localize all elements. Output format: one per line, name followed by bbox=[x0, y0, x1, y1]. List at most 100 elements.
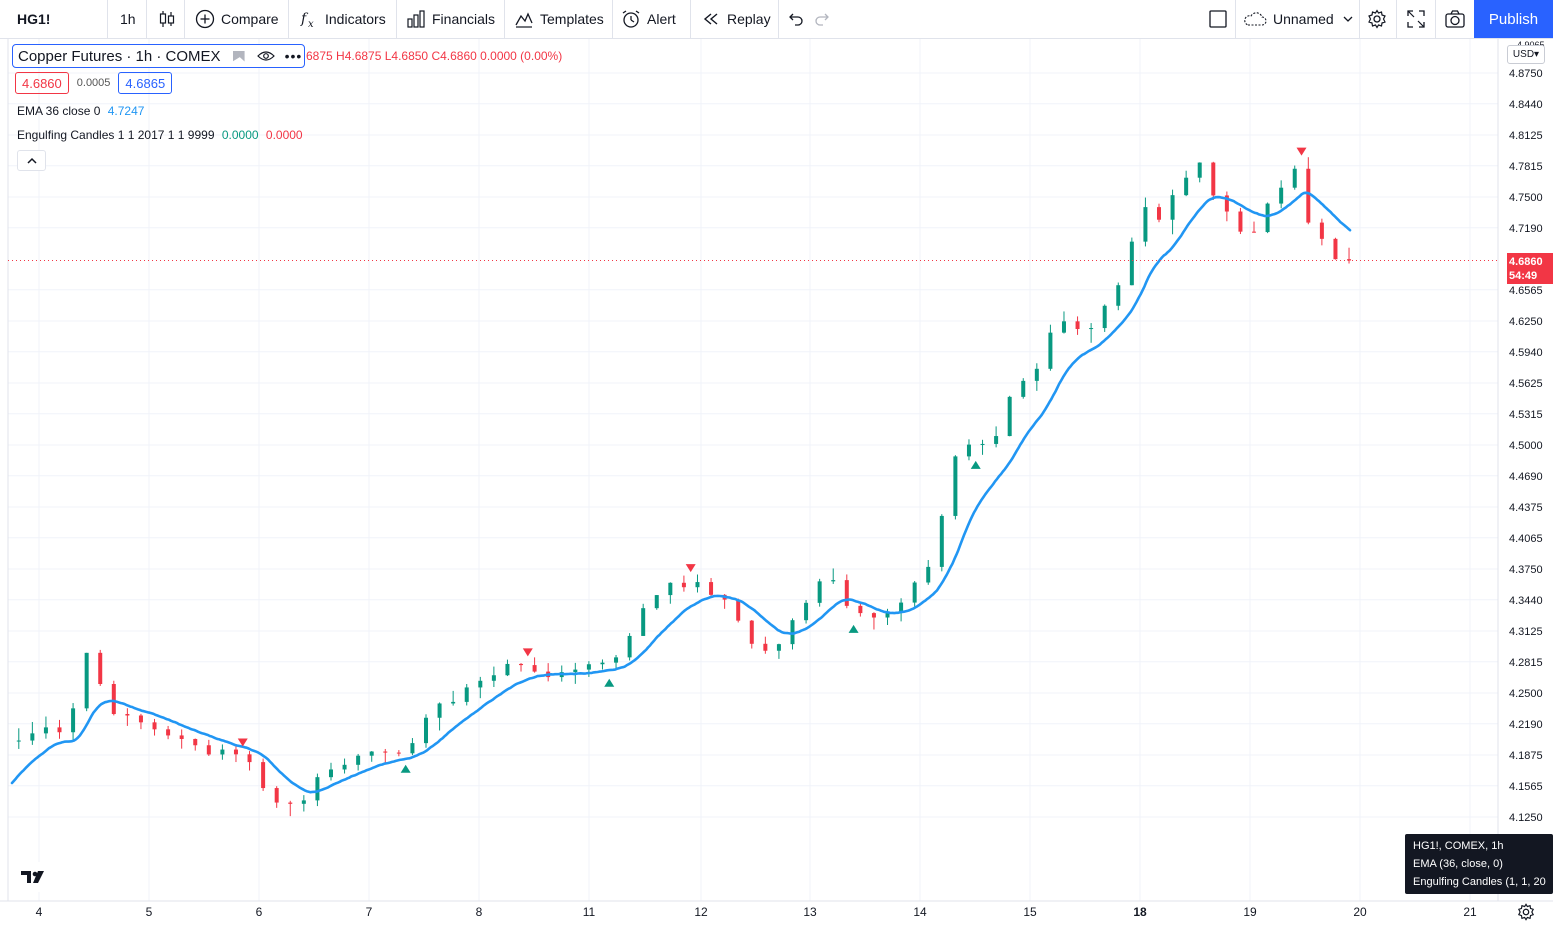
symbol-search-button[interactable]: HG1! bbox=[17, 11, 51, 27]
top-toolbar: HG1! 1h Compare f x Indicators bbox=[0, 0, 1553, 39]
templates-button[interactable]: Templates bbox=[514, 0, 604, 38]
candle-body bbox=[519, 663, 524, 666]
toolbar-divider bbox=[690, 0, 691, 38]
candle-body bbox=[301, 800, 306, 804]
candle-body bbox=[1197, 162, 1202, 178]
templates-label: Templates bbox=[540, 11, 604, 27]
candle-body bbox=[1306, 168, 1311, 223]
redo-button[interactable] bbox=[814, 0, 832, 38]
fullscreen-button[interactable] bbox=[1406, 0, 1426, 38]
time-axis-label: 15 bbox=[1023, 905, 1037, 919]
candle-body bbox=[885, 611, 890, 618]
candle-body bbox=[179, 735, 184, 739]
eye-icon[interactable] bbox=[256, 50, 275, 62]
compare-button[interactable]: Compare bbox=[195, 0, 279, 38]
time-axis-label: 6 bbox=[256, 905, 263, 919]
candle-body bbox=[288, 802, 293, 804]
candle-body bbox=[193, 738, 198, 746]
price-axis-labels: 4.8750 4.8440 4.8125 4.7815 4.7500 4.7190 4.65… bbox=[1509, 40, 1545, 824]
ema-legend[interactable]: EMA 36 close 0 4.7247 bbox=[17, 104, 144, 118]
last-price-value: 4.6860 bbox=[1509, 256, 1543, 268]
candle-body bbox=[736, 599, 741, 621]
chart-canvas[interactable]: 4.8750 4.8440 4.8125 4.7815 4.7500 4.7190 4.65… bbox=[0, 39, 1553, 925]
price-axis-label: 4.3440 bbox=[1509, 595, 1543, 607]
candle-body bbox=[912, 582, 917, 603]
time-axis-label: 11 bbox=[583, 905, 596, 919]
candle-body bbox=[1075, 321, 1080, 330]
candle-body bbox=[1170, 195, 1175, 220]
toolbar-divider bbox=[1435, 0, 1436, 38]
replay-button[interactable]: Replay bbox=[701, 0, 771, 38]
candle-body bbox=[844, 580, 849, 606]
candle-body bbox=[1061, 321, 1066, 333]
symbol-legend[interactable]: Copper Futures · 1h · COMEX ••• bbox=[12, 44, 305, 68]
candle-body bbox=[1224, 195, 1229, 212]
chevron-down-icon bbox=[1343, 16, 1353, 22]
engulfing-legend[interactable]: Engulfing Candles 1 1 2017 1 1 9999 0.00… bbox=[17, 128, 303, 142]
candle-body bbox=[1116, 285, 1121, 306]
alert-button[interactable]: Alert bbox=[621, 0, 676, 38]
tradingview-logo[interactable] bbox=[17, 862, 51, 892]
indicators-button[interactable]: f x Indicators bbox=[299, 0, 386, 38]
price-axis-label: 4.5625 bbox=[1509, 378, 1543, 390]
chart-settings-button[interactable] bbox=[1513, 900, 1539, 924]
engulfing-markers bbox=[237, 147, 1307, 773]
candle-body bbox=[396, 752, 401, 754]
settings-button[interactable] bbox=[1367, 0, 1387, 38]
candle-body bbox=[1238, 211, 1243, 232]
price-axis-label: 4.1250 bbox=[1509, 812, 1543, 824]
candle-body bbox=[749, 620, 754, 644]
toolbar-divider bbox=[396, 0, 397, 38]
toolbar-divider bbox=[778, 0, 779, 38]
candle-body bbox=[1265, 203, 1270, 233]
time-axis-label: 4 bbox=[36, 905, 43, 919]
publish-button[interactable]: Publish bbox=[1474, 0, 1553, 38]
candle-body bbox=[1292, 168, 1297, 188]
candle-body bbox=[43, 727, 48, 734]
drawing-template-button[interactable] bbox=[1208, 0, 1228, 38]
candle-body bbox=[966, 444, 971, 457]
fullscreen-icon bbox=[1407, 10, 1425, 28]
bullish-engulfing-marker bbox=[848, 624, 859, 633]
candle-body bbox=[491, 675, 496, 681]
toolbar-divider bbox=[1235, 0, 1236, 38]
price-axis-label: 4.1565 bbox=[1509, 781, 1543, 793]
time-axis-label: 14 bbox=[913, 905, 927, 919]
candle-body bbox=[111, 684, 116, 715]
layout-menu-button[interactable]: Unnamed bbox=[1243, 0, 1354, 38]
chart-style-button[interactable] bbox=[157, 0, 177, 38]
more-icon[interactable]: ••• bbox=[284, 48, 303, 64]
financials-button[interactable]: Financials bbox=[406, 0, 495, 38]
symbol-title: Copper Futures · 1h · COMEX bbox=[18, 47, 221, 65]
collapse-legend-button[interactable] bbox=[17, 150, 46, 171]
toolbar-divider bbox=[1396, 0, 1397, 38]
candle-body bbox=[654, 595, 659, 609]
candles-icon bbox=[159, 11, 175, 27]
ema-value: 4.7247 bbox=[107, 104, 145, 118]
interval-button[interactable]: 1h bbox=[120, 11, 136, 27]
undo-button[interactable] bbox=[786, 0, 804, 38]
bars-icon bbox=[407, 10, 425, 28]
toolbar-divider bbox=[107, 0, 108, 38]
candle-body bbox=[1156, 207, 1161, 220]
candle-body bbox=[1034, 368, 1039, 381]
buy-price-button[interactable]: 4.6865 bbox=[118, 72, 173, 94]
sell-price-button[interactable]: 4.6860 bbox=[15, 72, 69, 94]
candle-body bbox=[16, 740, 21, 742]
tv-logo-icon bbox=[21, 871, 44, 883]
layout-name: Unnamed bbox=[1273, 11, 1334, 27]
snapshot-button[interactable] bbox=[1444, 0, 1466, 38]
candle-body bbox=[1279, 187, 1284, 204]
candle-body bbox=[1048, 332, 1053, 369]
currency-button[interactable]: USD ▾ bbox=[1507, 45, 1545, 64]
price-axis-label: 4.4375 bbox=[1509, 502, 1543, 514]
flag-icon[interactable] bbox=[232, 50, 245, 62]
ema-line bbox=[10, 191, 1352, 794]
candle-body bbox=[573, 669, 578, 673]
candle-body bbox=[206, 745, 211, 755]
candle-body bbox=[804, 602, 809, 621]
candle-body bbox=[899, 602, 904, 612]
price-axis-label: 4.7500 bbox=[1509, 192, 1543, 204]
candle-body bbox=[451, 701, 456, 704]
candle-body bbox=[125, 714, 130, 716]
